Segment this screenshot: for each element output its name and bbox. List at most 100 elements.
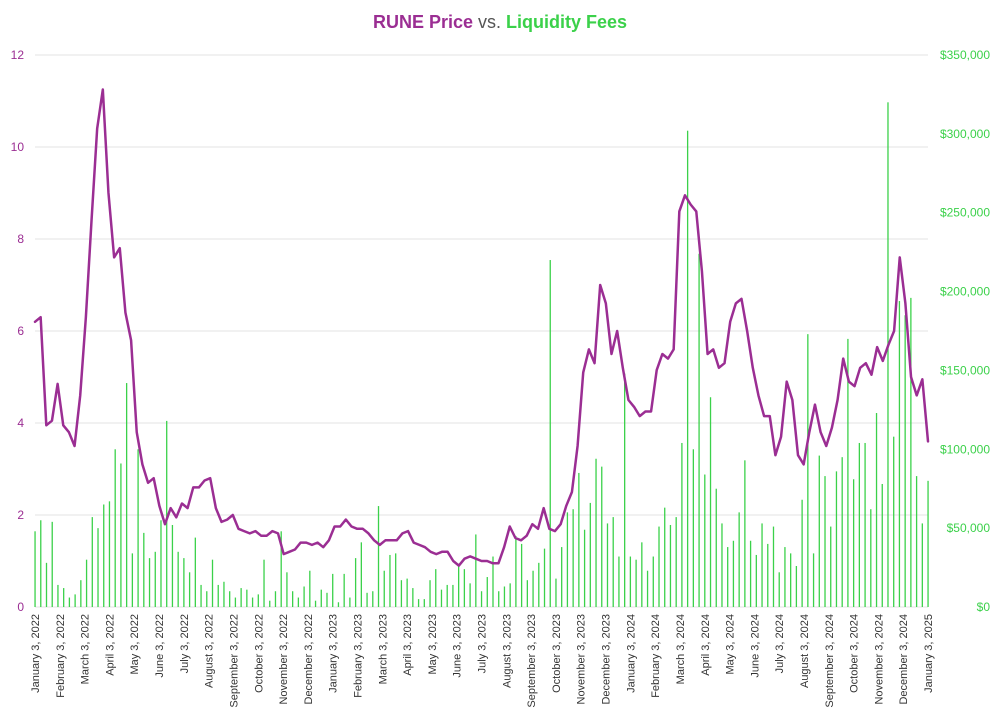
fee-bar — [223, 581, 225, 607]
fee-bar — [881, 483, 883, 607]
x-tick-label: November 3, 2023 — [576, 614, 588, 705]
fee-bar — [870, 509, 872, 607]
fee-bar — [148, 558, 151, 607]
x-tick-label: December 3, 2023 — [601, 614, 613, 705]
fee-bar — [761, 523, 763, 607]
chart-title-price: RUNE Price — [372, 12, 473, 32]
fee-bar — [423, 599, 425, 607]
fee-bar — [74, 594, 76, 607]
fee-bar — [360, 542, 362, 607]
x-tick-label: August 3, 2022 — [204, 614, 216, 688]
fee-bar — [801, 499, 803, 607]
fee-bar — [875, 413, 878, 607]
fee-bar — [429, 580, 431, 607]
x-tick-label: May 3, 2022 — [129, 614, 141, 675]
fee-bar — [658, 526, 660, 607]
fee-bar — [166, 420, 168, 607]
x-tick-label: October 3, 2023 — [551, 614, 563, 693]
fee-bar — [131, 553, 134, 607]
fee-bar — [211, 559, 214, 607]
right-axis-ticks: $0 $50,000 $100,000 $150,000 $200,000 $250,00… — [940, 48, 990, 614]
x-tick-label: October 3, 2024 — [849, 614, 861, 693]
fee-bar — [463, 569, 466, 607]
fee-bar — [767, 543, 769, 607]
fee-bar — [778, 572, 780, 607]
x-tick-label: October 3, 2022 — [253, 614, 265, 693]
fee-bar — [515, 536, 517, 607]
fee-bar — [40, 520, 42, 607]
fee-bar — [910, 297, 912, 607]
fee-bar — [841, 457, 843, 607]
chart-title-fees: Liquidity Fees — [506, 12, 628, 32]
x-tick-label: January 3, 2025 — [923, 614, 935, 693]
fee-bar — [749, 540, 752, 607]
x-tick-label: May 3, 2024 — [725, 614, 737, 675]
fee-bar — [744, 460, 746, 607]
fee-bar — [543, 548, 546, 607]
fee-bar — [108, 501, 111, 607]
fee-bar — [532, 570, 534, 607]
fee-bar — [784, 547, 786, 607]
x-tick-label: November 3, 2024 — [873, 614, 885, 705]
fee-bar — [440, 589, 443, 607]
x-tick-label: November 3, 2022 — [278, 614, 290, 705]
fee-bar — [675, 517, 677, 607]
fee-bar — [795, 565, 798, 607]
fee-bar — [812, 553, 815, 607]
left-tick-label: 12 — [11, 48, 25, 62]
x-tick-label: December 3, 2022 — [303, 614, 315, 705]
fee-bar — [171, 524, 174, 607]
fee-bar — [583, 529, 586, 607]
fee-bar — [137, 449, 139, 607]
fee-bar — [389, 554, 391, 607]
fee-bar — [772, 526, 775, 607]
fee-bar — [927, 480, 929, 607]
fee-bar — [57, 584, 59, 607]
x-tick-label: December 3, 2024 — [898, 614, 910, 705]
fee-bar — [492, 556, 494, 607]
fee-bar — [297, 597, 300, 607]
left-tick-label: 0 — [17, 600, 24, 614]
x-tick-label: July 3, 2022 — [179, 614, 191, 673]
fee-bar — [183, 558, 185, 607]
fee-bar — [120, 463, 122, 607]
fee-bar — [320, 589, 322, 607]
fee-bar — [412, 588, 414, 607]
fee-bar — [738, 512, 740, 607]
fee-bar — [337, 602, 340, 607]
fee-bar — [555, 578, 557, 607]
fee-bar — [921, 523, 923, 607]
fee-bar — [125, 383, 128, 607]
fee-bar — [578, 472, 580, 607]
x-tick-label: August 3, 2024 — [799, 614, 811, 688]
right-tick-label: $250,000 — [940, 206, 990, 220]
fee-bar — [698, 253, 700, 607]
fee-bar — [354, 558, 357, 607]
fee-bar — [269, 600, 271, 607]
right-tick-label: $300,000 — [940, 127, 990, 141]
fee-bar — [847, 338, 849, 607]
fee-bar — [641, 542, 643, 607]
fee-bar — [858, 442, 861, 607]
fee-bar — [400, 580, 403, 607]
fee-bar — [480, 591, 483, 607]
fee-bar — [669, 524, 672, 607]
x-tick-label: September 3, 2024 — [824, 614, 836, 708]
fee-bar — [280, 531, 282, 607]
fee-bar — [681, 442, 683, 607]
fee-bar — [51, 521, 53, 607]
fee-bar — [664, 507, 666, 607]
fee-bar — [291, 591, 294, 607]
left-axis-ticks: 0 2 4 6 8 10 12 — [11, 48, 25, 614]
fee-bar — [395, 553, 397, 607]
fee-bar — [486, 577, 488, 607]
fee-bar — [446, 584, 448, 607]
fee-bar — [103, 504, 105, 607]
fee-bar — [154, 551, 156, 607]
fee-bar — [606, 523, 609, 607]
right-tick-label: $0 — [977, 600, 991, 614]
fee-bar — [217, 584, 219, 607]
fee-bar — [612, 517, 614, 607]
fee-bar — [572, 509, 574, 607]
